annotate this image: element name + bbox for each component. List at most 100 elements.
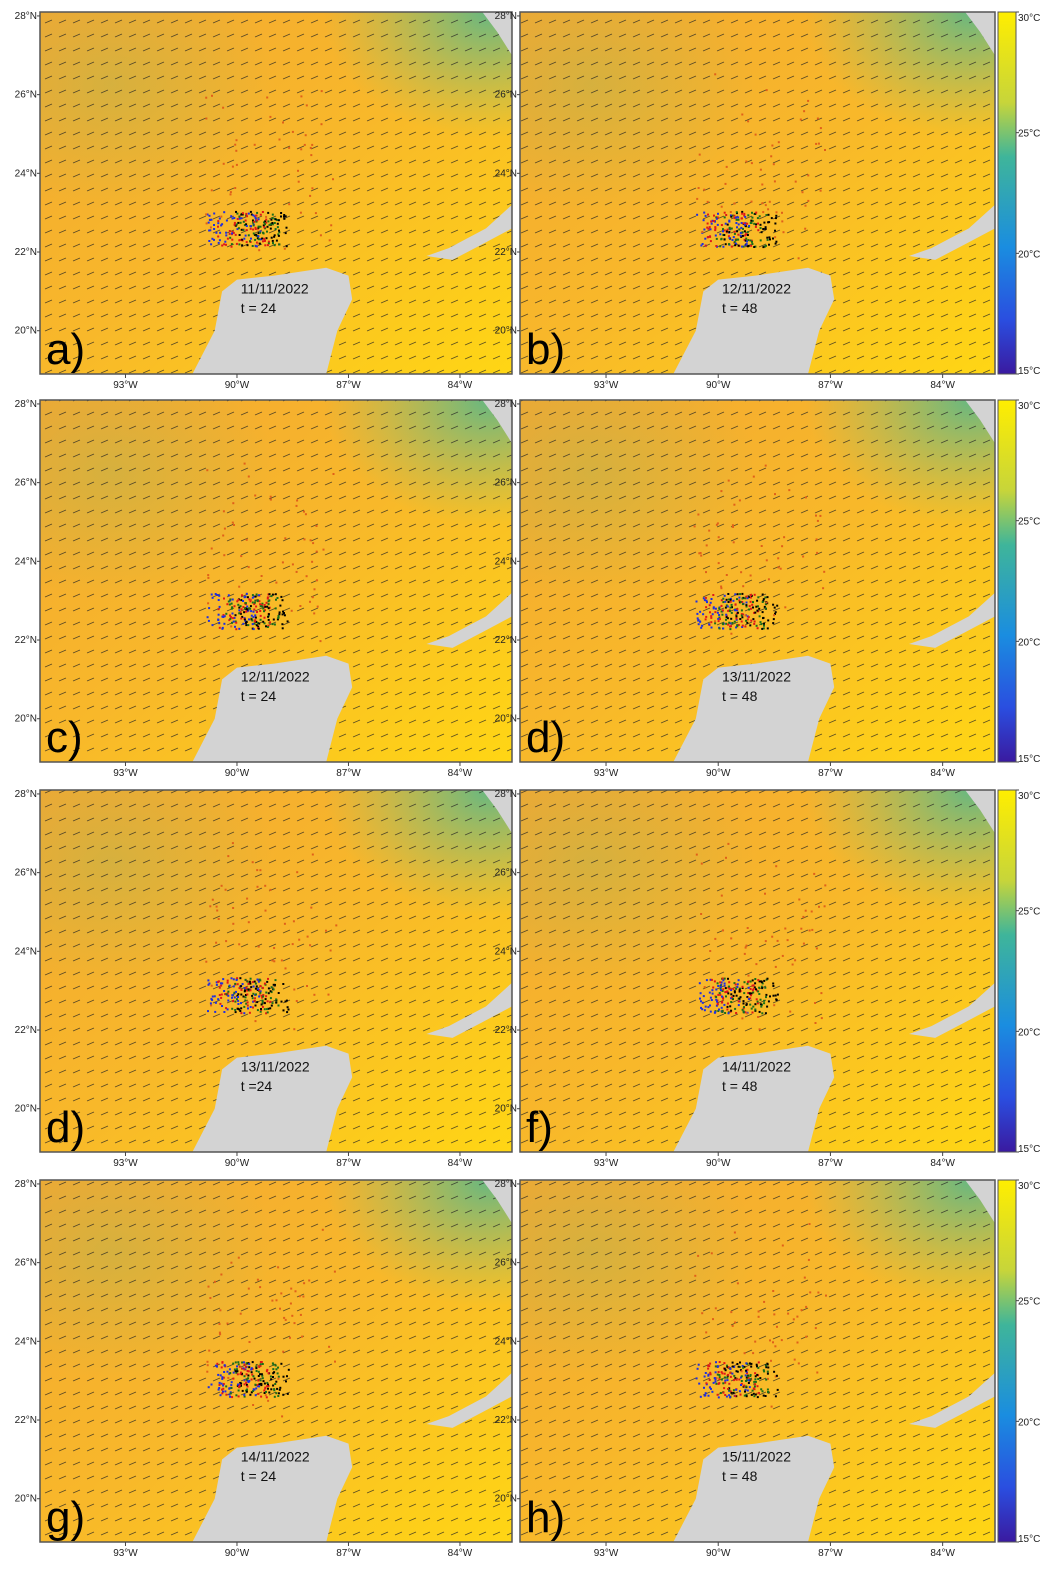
particle	[231, 997, 233, 999]
particle	[704, 599, 706, 601]
particle	[730, 937, 732, 939]
particle	[745, 1370, 747, 1372]
particle	[797, 1342, 799, 1344]
particle	[772, 983, 774, 985]
particle	[208, 1350, 210, 1352]
particle	[213, 239, 215, 241]
particle	[724, 239, 726, 241]
particle	[751, 1008, 753, 1010]
particle	[281, 959, 283, 961]
lat-tick-label: 20°N	[15, 1494, 37, 1505]
particle	[260, 1379, 262, 1381]
particle	[212, 597, 214, 599]
particle	[242, 1390, 244, 1392]
particle	[734, 1395, 736, 1397]
lat-tick-label: 22°N	[15, 247, 37, 258]
particle	[769, 238, 771, 240]
particle	[306, 575, 308, 577]
particle	[267, 626, 269, 628]
particle	[728, 221, 730, 223]
panel-time: t =24	[241, 1078, 273, 1094]
particle	[250, 605, 252, 607]
particle	[257, 243, 259, 245]
particle	[699, 982, 701, 984]
particle	[746, 596, 748, 598]
particle	[789, 1011, 791, 1013]
particle	[262, 608, 264, 610]
particle	[311, 187, 313, 189]
particle	[760, 1003, 762, 1005]
particle	[729, 237, 731, 239]
particle	[730, 607, 732, 609]
colorbar	[998, 790, 1016, 1152]
particle	[217, 222, 219, 224]
particle	[755, 223, 757, 225]
particle	[304, 144, 306, 146]
particle	[757, 1016, 759, 1018]
particle	[257, 1279, 259, 1281]
particle	[273, 984, 275, 986]
particle	[278, 992, 280, 994]
particle	[700, 245, 702, 247]
particle	[256, 1370, 258, 1372]
particle	[218, 614, 220, 616]
particle	[297, 170, 299, 172]
particle	[260, 214, 262, 216]
particle	[286, 1011, 288, 1013]
particle	[709, 992, 711, 994]
particle	[715, 1307, 717, 1309]
particle	[749, 605, 751, 607]
particle	[248, 1366, 250, 1368]
particle	[765, 608, 767, 610]
lon-tick-label: 93°W	[113, 380, 138, 391]
particle	[206, 222, 208, 224]
particle	[699, 611, 701, 613]
particle	[223, 990, 225, 992]
particle	[262, 1001, 264, 1003]
particle	[282, 122, 284, 124]
particle	[279, 139, 281, 141]
particle	[272, 240, 274, 242]
particle	[710, 228, 712, 230]
particle	[749, 1375, 751, 1377]
particle	[283, 218, 285, 220]
particle	[751, 217, 753, 219]
particle	[732, 1325, 734, 1327]
particle	[335, 924, 337, 926]
particle	[717, 1003, 719, 1005]
particle	[255, 227, 257, 229]
particle	[761, 184, 763, 186]
particle	[739, 499, 741, 501]
particle	[728, 981, 730, 983]
particle	[238, 628, 240, 630]
particle	[283, 1376, 285, 1378]
particle	[807, 174, 809, 176]
particle	[234, 605, 236, 607]
particle	[250, 1369, 252, 1371]
particle	[700, 1007, 702, 1009]
particle	[718, 1383, 720, 1385]
particle	[745, 604, 747, 606]
particle	[722, 601, 724, 603]
particle	[207, 1010, 209, 1012]
particle	[258, 1375, 260, 1377]
particle	[251, 620, 253, 622]
particle	[738, 1379, 740, 1381]
particle	[235, 150, 237, 152]
particle	[252, 1404, 254, 1406]
particle	[775, 215, 777, 217]
particle	[821, 1017, 823, 1019]
particle	[230, 193, 232, 195]
particle	[308, 1280, 310, 1282]
lat-tick-label: 28°N	[15, 399, 37, 410]
particle	[771, 145, 773, 147]
lat-tick-label: 26°N	[495, 478, 517, 489]
particle	[753, 246, 755, 248]
particle	[750, 608, 752, 610]
particle	[214, 995, 216, 997]
particle	[748, 981, 750, 983]
particle	[232, 599, 234, 601]
particle	[809, 930, 811, 932]
particle	[745, 1380, 747, 1382]
lat-tick-label: 22°N	[15, 1025, 37, 1036]
